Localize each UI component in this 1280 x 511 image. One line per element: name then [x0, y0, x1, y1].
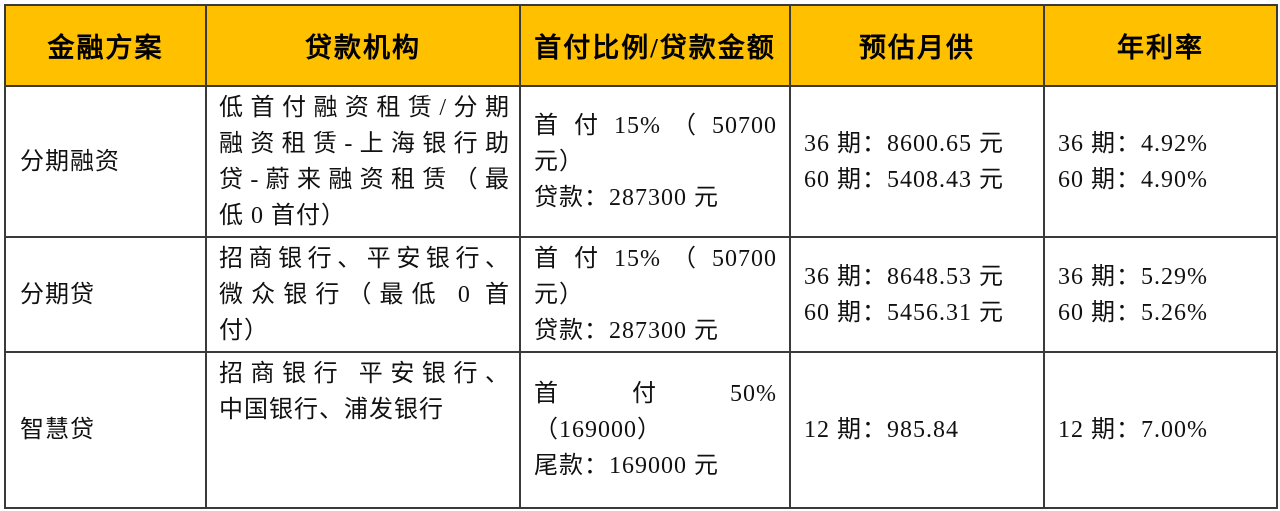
monthly-payment-cell: 12 期：985.84	[789, 351, 1045, 509]
annual-rate-line: 60 期：4.90%	[1058, 166, 1208, 193]
header-cell-rate: 年利率	[1043, 4, 1278, 87]
downpayment-cell: 首 付 15% （ 50700 元） 贷款：287300 元	[519, 85, 791, 238]
institution-line: 低 0 首付）	[219, 203, 346, 229]
balance-line: 尾款：169000 元	[534, 453, 719, 479]
institution-line: 招商银行 平安银行、	[219, 361, 510, 387]
annual-rate-cell: 12 期：7.00%	[1043, 351, 1278, 509]
annual-rate-cell: 36 期：4.92% 60 期：4.90%	[1043, 85, 1278, 238]
annual-rate-line: 60 期：5.26%	[1058, 299, 1208, 326]
institution-line: 招商银行、平安银行、	[219, 246, 510, 272]
downpayment-cell: 首 付 15% （ 50700 元） 贷款：287300 元	[519, 236, 791, 353]
institution-cell: 低首付融资租赁/分期 融资租赁-上海银行助 贷-蔚来融资租赁（最 低 0 首付）	[205, 85, 521, 238]
header-row: 金融方案 贷款机构 首付比例/贷款金额 预估月供 年利率	[4, 4, 1278, 87]
institution-line: 低首付融资租赁/分期	[219, 95, 510, 121]
institution-line: 微众银行（最低 0 首	[219, 282, 510, 308]
institution-line: 融资租赁-上海银行助	[219, 131, 510, 157]
monthly-payment-line: 36 期：8648.53 元	[804, 263, 1004, 290]
annual-rate-line: 36 期：5.29%	[1058, 263, 1208, 290]
downpayment-line: 元）	[534, 148, 584, 175]
plan-name: 分期融资	[20, 148, 120, 175]
finance-plans-table: 金融方案 贷款机构 首付比例/贷款金额 预估月供 年利率 分期融资 低首付融资租…	[4, 4, 1278, 509]
downpayment-line: 元）	[534, 281, 584, 308]
plan-name-cell: 分期贷	[4, 236, 207, 353]
downpayment-line: 首 付 15% （ 50700	[534, 245, 777, 272]
monthly-payment-cell: 36 期：8648.53 元 60 期：5456.31 元	[789, 236, 1045, 353]
annual-rate-cell: 36 期：5.29% 60 期：5.26%	[1043, 236, 1278, 353]
header-cell-monthly: 预估月供	[789, 4, 1045, 87]
downpayment-line: 首 付 50%	[534, 381, 777, 407]
table-row-fenqi-dai: 分期贷 招商银行、平安银行、 微众银行（最低 0 首 付） 首 付 15% （ …	[4, 236, 1278, 353]
plan-name-cell: 分期融资	[4, 85, 207, 238]
plan-name: 分期贷	[20, 281, 95, 308]
monthly-payment-line: 60 期：5408.43 元	[804, 166, 1004, 193]
monthly-payment-line: 12 期：985.84	[804, 417, 959, 443]
annual-rate-line: 12 期：7.00%	[1058, 417, 1208, 443]
institution-cell: 招商银行、平安银行、 微众银行（最低 0 首 付）	[205, 236, 521, 353]
institution-line: 中国银行、浦发银行	[219, 397, 444, 423]
monthly-payment-cell: 36 期：8600.65 元 60 期：5408.43 元	[789, 85, 1045, 238]
downpayment-line: 首 付 15% （ 50700	[534, 112, 777, 139]
monthly-payment-line: 36 期：8600.65 元	[804, 130, 1004, 157]
institution-line: 付）	[219, 318, 269, 344]
annual-rate-line: 36 期：4.92%	[1058, 130, 1208, 157]
header-cell-institution: 贷款机构	[205, 4, 521, 87]
downpayment-cell: 首 付 50% （169000） 尾款：169000 元	[519, 351, 791, 509]
header-cell-downpayment: 首付比例/贷款金额	[519, 4, 791, 87]
table-row-zhihui-dai: 智慧贷 招商银行 平安银行、 中国银行、浦发银行 首 付 50% （169000…	[4, 351, 1278, 509]
loan-amount-line: 贷款：287300 元	[534, 184, 719, 211]
downpayment-line: （169000）	[534, 417, 662, 443]
institution-line: 贷-蔚来融资租赁（最	[219, 167, 510, 193]
plan-name-cell: 智慧贷	[4, 351, 207, 509]
monthly-payment-line: 60 期：5456.31 元	[804, 299, 1004, 326]
loan-amount-line: 贷款：287300 元	[534, 317, 719, 344]
plan-name: 智慧贷	[20, 417, 95, 443]
header-cell-plan: 金融方案	[4, 4, 207, 87]
table-row-fenqi-rongzi: 分期融资 低首付融资租赁/分期 融资租赁-上海银行助 贷-蔚来融资租赁（最 低 …	[4, 85, 1278, 238]
institution-cell: 招商银行 平安银行、 中国银行、浦发银行	[205, 351, 521, 509]
